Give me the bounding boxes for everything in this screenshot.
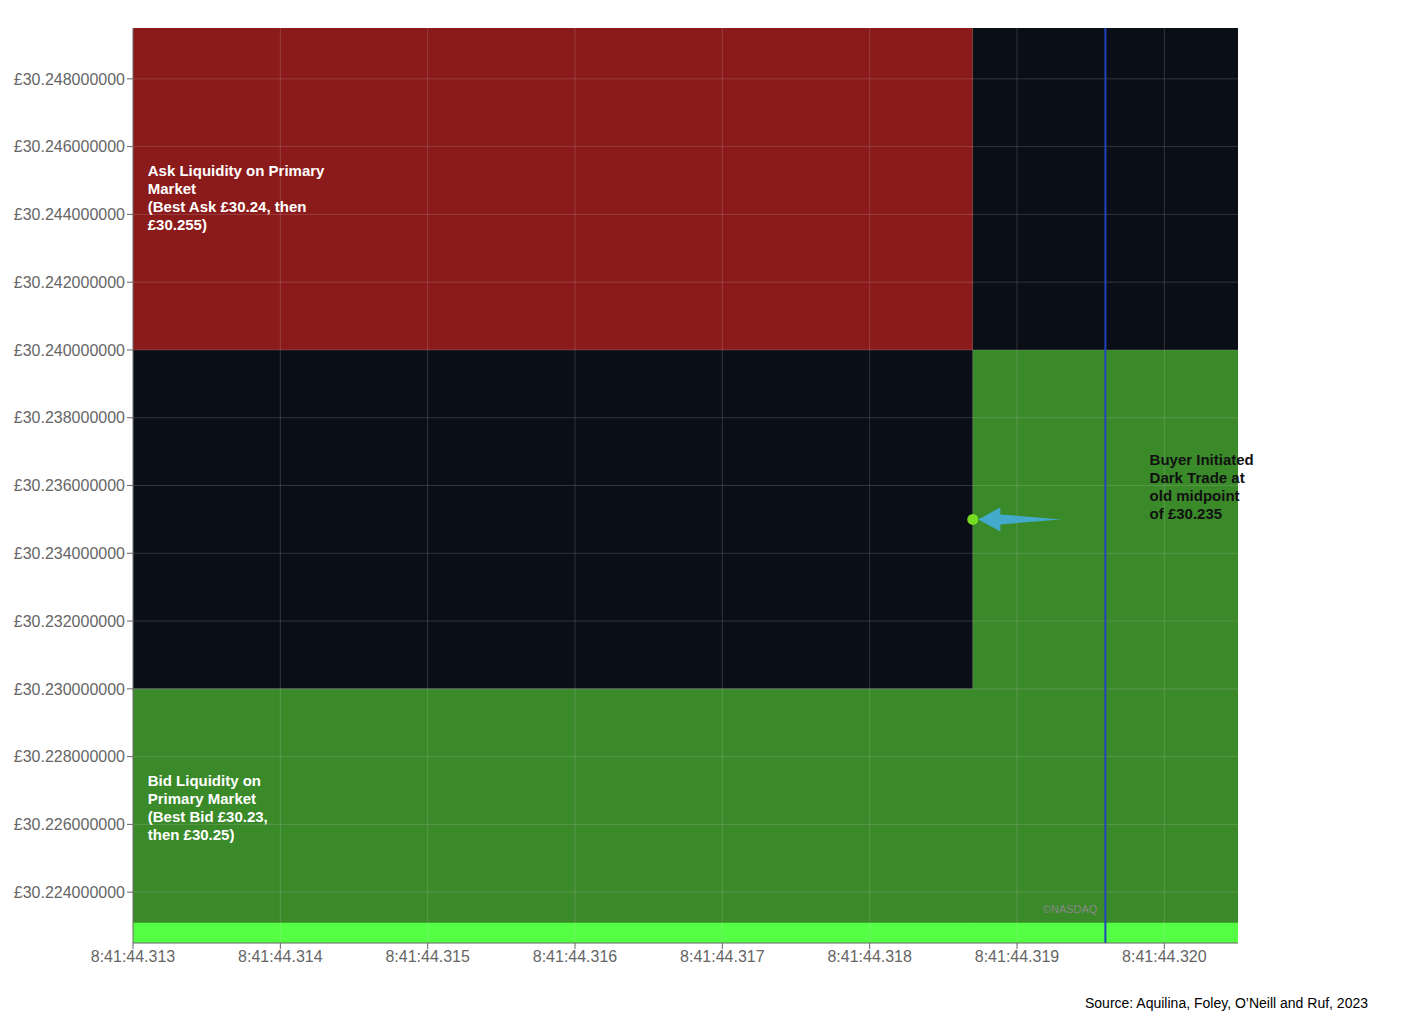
svg-text:8:41:44.320: 8:41:44.320 [1122, 948, 1207, 965]
svg-text:Bid Liquidity onPrimary Market: Bid Liquidity onPrimary Market(Best Bid … [148, 772, 268, 843]
svg-text:8:41:44.319: 8:41:44.319 [975, 948, 1060, 965]
svg-text:£30.242000000: £30.242000000 [14, 274, 125, 291]
svg-text:£30.228000000: £30.228000000 [14, 748, 125, 765]
svg-text:£30.232000000: £30.232000000 [14, 613, 125, 630]
svg-text:8:41:44.315: 8:41:44.315 [385, 948, 470, 965]
svg-text:Ask Liquidity on PrimaryMarket: Ask Liquidity on PrimaryMarket(Best Ask … [148, 162, 325, 233]
svg-text:8:41:44.313: 8:41:44.313 [91, 948, 176, 965]
svg-text:8:41:44.316: 8:41:44.316 [533, 948, 618, 965]
svg-text:©NASDAQ: ©NASDAQ [1043, 903, 1098, 915]
html-text:Source: Aquilina, Foley, O’Nei: Source: Aquilina, Foley, O’Neill and Ruf… [1085, 995, 1368, 1011]
svg-text:8:41:44.318: 8:41:44.318 [827, 948, 912, 965]
svg-text:£30.240000000: £30.240000000 [14, 342, 125, 359]
svg-text:£30.230000000: £30.230000000 [14, 681, 125, 698]
svg-text:£30.224000000: £30.224000000 [14, 884, 125, 901]
svg-text:Buyer InitiatedDark Trade atol: Buyer InitiatedDark Trade atold midpoint… [1150, 450, 1254, 521]
svg-text:£30.246000000: £30.246000000 [14, 138, 125, 155]
svg-text:8:41:44.314: 8:41:44.314 [238, 948, 323, 965]
svg-text:£30.234000000: £30.234000000 [14, 545, 125, 562]
svg-text:8:41:44.317: 8:41:44.317 [680, 948, 765, 965]
svg-text:£30.238000000: £30.238000000 [14, 409, 125, 426]
svg-text:£30.248000000: £30.248000000 [14, 71, 125, 88]
svg-text:£30.244000000: £30.244000000 [14, 206, 125, 223]
svg-text:£30.226000000: £30.226000000 [14, 816, 125, 833]
svg-text:£30.236000000: £30.236000000 [14, 477, 125, 494]
